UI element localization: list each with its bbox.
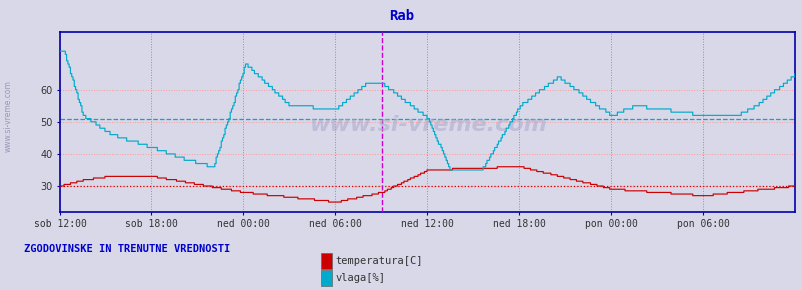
- Text: ZGODOVINSKE IN TRENUTNE VREDNOSTI: ZGODOVINSKE IN TRENUTNE VREDNOSTI: [24, 244, 230, 254]
- Text: www.si-vreme.com: www.si-vreme.com: [308, 115, 546, 135]
- Text: vlaga[%]: vlaga[%]: [335, 273, 385, 283]
- Text: www.si-vreme.com: www.si-vreme.com: [4, 80, 13, 152]
- Text: Rab: Rab: [388, 9, 414, 23]
- Text: temperatura[C]: temperatura[C]: [335, 256, 423, 266]
